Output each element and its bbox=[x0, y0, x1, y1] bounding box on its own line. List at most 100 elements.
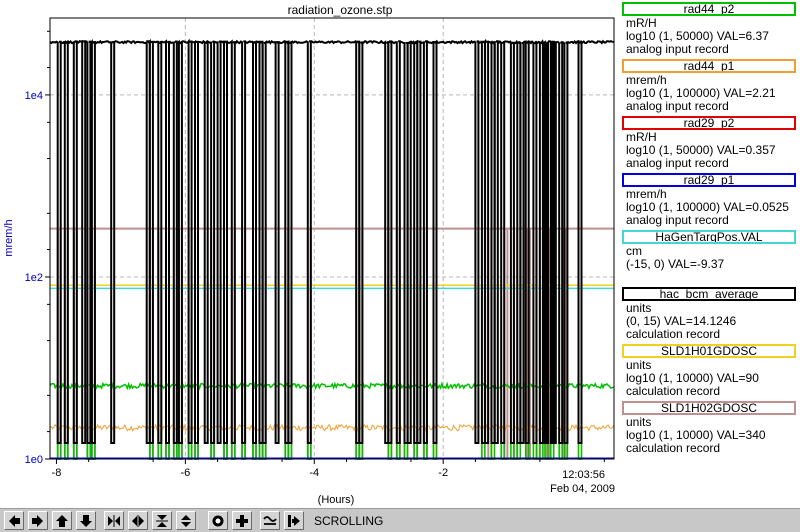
scroll-down-button[interactable] bbox=[76, 511, 96, 530]
legend-range: log10 (1, 100000) bbox=[626, 200, 721, 214]
y-tick-label: 1e0 bbox=[25, 454, 43, 466]
zoom-in-vertical-icon bbox=[156, 514, 168, 527]
trace-hac-bcm-average bbox=[49, 38, 615, 444]
add-pv-button[interactable] bbox=[232, 511, 252, 530]
x-axis-label: (Hours) bbox=[318, 494, 355, 506]
legend-value: VAL=14.1246 bbox=[664, 314, 737, 328]
legend-range: (-15, 0) bbox=[626, 257, 665, 271]
plus-icon bbox=[236, 514, 248, 527]
traces-layer bbox=[49, 38, 615, 460]
legend-series-name[interactable]: rad44_p2 bbox=[622, 2, 796, 16]
legend-series-name[interactable]: SLD1H01GDOSC bbox=[622, 344, 796, 358]
legend-entry[interactable]: hac_bcm_average units (0, 15) VAL=14.1246 c… bbox=[620, 286, 800, 343]
arrow-left-icon bbox=[9, 514, 20, 527]
target-icon bbox=[212, 515, 224, 526]
legend: rad44_p2 mR/H log10 (1, 50000) VAL=6.37 ana… bbox=[620, 0, 800, 508]
legend-record-type: calculation record bbox=[626, 327, 721, 341]
scroll-left-button[interactable] bbox=[4, 511, 24, 530]
legend-record-type: calculation record bbox=[626, 384, 721, 398]
legend-range-value: (-15, 0) VAL=-9.37 bbox=[626, 257, 724, 271]
legend-range: log10 (1, 50000) bbox=[626, 29, 714, 43]
trace-rad44-p1 bbox=[49, 423, 615, 460]
legend-range-value: log10 (1, 100000) VAL=2.21 bbox=[626, 86, 776, 100]
x-tick-label: -2 bbox=[438, 467, 448, 479]
legend-units: mrem/h bbox=[626, 73, 667, 87]
legend-value: VAL=90 bbox=[716, 371, 759, 385]
legend-series-name[interactable]: SLD1H02GDOSC bbox=[622, 401, 796, 415]
plot-frame bbox=[49, 17, 615, 460]
scroll-up-button[interactable] bbox=[52, 511, 72, 530]
legend-units: units bbox=[626, 415, 652, 429]
legend-series-name[interactable]: hac_bcm_average bbox=[622, 287, 796, 301]
zoom-out-horizontal-button[interactable] bbox=[128, 511, 148, 530]
legend-units: cm bbox=[626, 244, 642, 258]
legend-entry[interactable]: rad44_p2 mR/H log10 (1, 50000) VAL=6.37 ana… bbox=[620, 1, 800, 58]
legend-range: log10 (1, 10000) bbox=[626, 371, 714, 385]
auto-scale-button[interactable] bbox=[208, 511, 228, 530]
zoom-out-vertical-icon bbox=[181, 514, 191, 527]
y-tick-label: 1e4 bbox=[25, 90, 43, 102]
zoom-in-vertical-button[interactable] bbox=[152, 511, 172, 530]
legend-range-value: (0, 15) VAL=14.1246 bbox=[626, 314, 736, 328]
stripchart-plot[interactable]: radiation_ozone.stp -8 -6 -4 -2 1e0 1e2 1e4 mr… bbox=[0, 0, 620, 508]
legend-entry[interactable]: rad44_p1 mrem/h log10 (1, 100000) VAL=2.21… bbox=[620, 58, 800, 115]
legend-value: VAL=6.37 bbox=[716, 29, 769, 43]
date-label: Feb 04, 2009 bbox=[550, 483, 615, 495]
scroll-mode-label: SCROLLING bbox=[314, 514, 384, 528]
zoom-out-vertical-button[interactable] bbox=[176, 511, 196, 530]
zoom-in-horizontal-icon bbox=[108, 514, 120, 527]
legend-record-type: calculation record bbox=[626, 441, 721, 455]
chart-title: radiation_ozone.stp bbox=[288, 3, 393, 17]
arrow-up-icon bbox=[56, 514, 68, 527]
legend-range: log10 (1, 10000) bbox=[626, 428, 714, 442]
x-tick-label: -8 bbox=[52, 467, 62, 479]
legend-record-type: analog input record bbox=[626, 156, 729, 170]
legend-units: mR/H bbox=[626, 16, 657, 30]
legend-units: mR/H bbox=[626, 130, 657, 144]
legend-entry[interactable]: rad29_p2 mR/H log10 (1, 50000) VAL=0.357 an… bbox=[620, 115, 800, 172]
legend-record-type: analog input record bbox=[626, 99, 729, 113]
scroll-right-button[interactable] bbox=[28, 511, 48, 530]
zoom-in-horizontal-button[interactable] bbox=[104, 511, 124, 530]
style-button[interactable] bbox=[260, 511, 280, 530]
legend-series-name[interactable]: rad29_p2 bbox=[622, 116, 796, 130]
legend-entry[interactable]: HaGenTargPos.VAL cm (-15, 0) VAL=-9.37 bbox=[620, 229, 800, 286]
legend-units: units bbox=[626, 301, 652, 315]
x-tick-label: -4 bbox=[309, 467, 319, 479]
legend-record-type: analog input record bbox=[626, 42, 729, 56]
legend-units: mrem/h bbox=[626, 187, 667, 201]
legend-units: units bbox=[626, 358, 652, 372]
legend-entry[interactable]: SLD1H02GDOSC units log10 (1, 10000) VAL=34… bbox=[620, 400, 800, 457]
legend-range: log10 (1, 50000) bbox=[626, 143, 714, 157]
time-label: 12:03:56 bbox=[562, 469, 605, 481]
legend-value: VAL=2.21 bbox=[723, 86, 776, 100]
legend-range-value: log10 (1, 100000) VAL=0.0525 bbox=[626, 200, 789, 214]
arrow-right-icon bbox=[32, 514, 43, 527]
legend-range-value: log10 (1, 10000) VAL=90 bbox=[626, 371, 759, 385]
arrow-down-icon bbox=[80, 514, 92, 527]
legend-value: VAL=-9.37 bbox=[668, 257, 725, 271]
legend-series-name[interactable]: rad44_p1 bbox=[622, 59, 796, 73]
legend-range: (0, 15) bbox=[626, 314, 661, 328]
legend-range-value: log10 (1, 50000) VAL=6.37 bbox=[626, 29, 769, 43]
ticks-layer: -8 -6 -4 -2 1e0 1e2 1e4 bbox=[25, 30, 605, 479]
legend-range-value: log10 (1, 10000) VAL=340 bbox=[626, 428, 766, 442]
legend-value: VAL=0.357 bbox=[716, 143, 776, 157]
waveform-icon bbox=[263, 515, 277, 525]
legend-entry[interactable]: rad29_p1 mrem/h log10 (1, 100000) VAL=0.05… bbox=[620, 172, 800, 229]
legend-value: VAL=340 bbox=[716, 428, 766, 442]
legend-range-value: log10 (1, 50000) VAL=0.357 bbox=[626, 143, 776, 157]
y-axis-label: mrem/h bbox=[3, 219, 15, 256]
legend-entry[interactable]: SLD1H01GDOSC units log10 (1, 10000) VAL=90… bbox=[620, 343, 800, 400]
legend-series-name[interactable]: rad29_p1 bbox=[622, 173, 796, 187]
legend-value: VAL=0.0525 bbox=[723, 200, 789, 214]
legend-range: log10 (1, 100000) bbox=[626, 86, 721, 100]
toolbar: SCROLLING bbox=[0, 508, 800, 532]
x-tick-label: -6 bbox=[180, 467, 190, 479]
legend-series-name[interactable]: HaGenTargPos.VAL bbox=[622, 230, 796, 244]
scroll-mode-icon bbox=[288, 514, 300, 527]
scroll-mode-button[interactable] bbox=[284, 511, 304, 530]
legend-record-type: analog input record bbox=[626, 213, 729, 227]
y-tick-label: 1e2 bbox=[25, 272, 43, 284]
